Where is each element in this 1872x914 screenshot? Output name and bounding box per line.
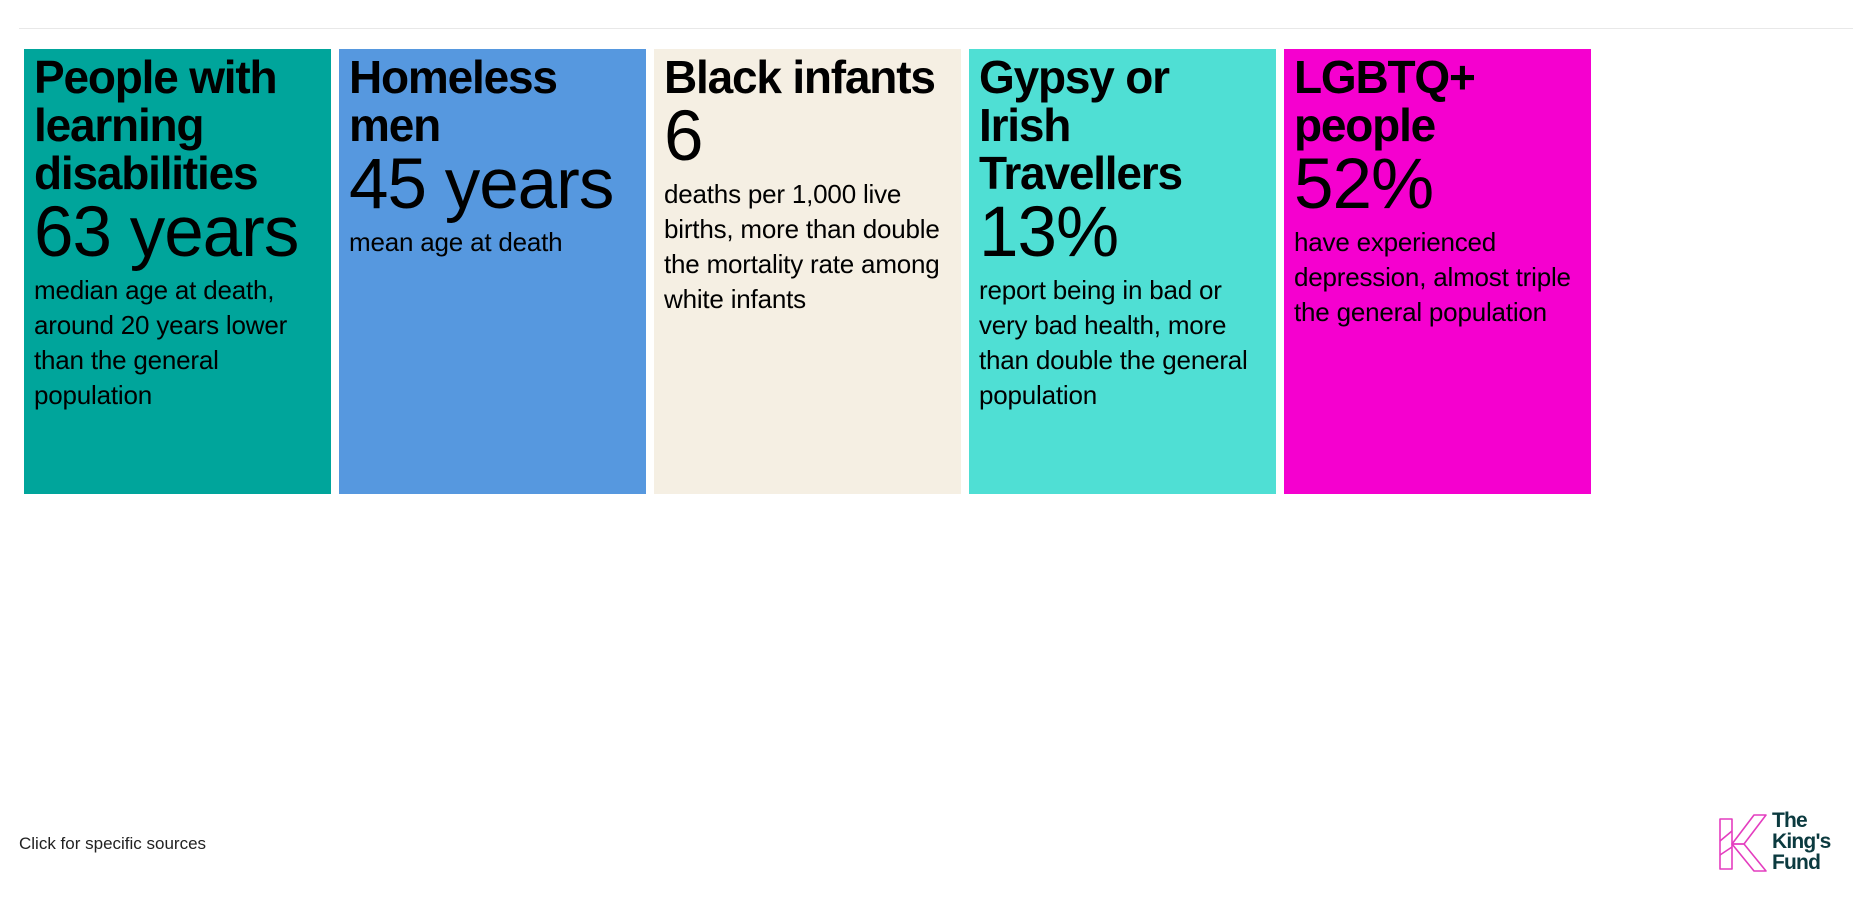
card-stat: 6 — [664, 97, 704, 176]
card-title: Black infants — [664, 51, 936, 103]
card-description: median age at death, around 20 years low… — [34, 275, 288, 410]
logo-wordmark: The King's Fund — [1772, 810, 1831, 873]
top-divider — [19, 28, 1853, 29]
sources-link[interactable]: Click for specific sources — [19, 834, 207, 853]
card-title: Gypsy or Irish Travellers — [979, 51, 1183, 199]
card-title: LGBTQ+ people — [1294, 51, 1476, 151]
logo-line-1: The — [1772, 809, 1808, 832]
card-stat: 13% — [979, 193, 1119, 272]
kings-fund-logo: The King's Fund — [1718, 810, 1831, 873]
card-description: deaths per 1,000 live births, more than … — [664, 179, 940, 314]
card-stat: 45 years — [349, 145, 614, 224]
card-black-infants: Black infants 6 deaths per 1,000 live bi… — [654, 49, 961, 494]
card-gypsy-irish-travellers: Gypsy or Irish Travellers 13% report bei… — [969, 49, 1276, 494]
card-stat: 63 years — [34, 193, 299, 272]
card-title: Homeless men — [349, 51, 558, 151]
card-title: People with learning disabilities — [34, 51, 278, 199]
kings-fund-k-icon — [1719, 813, 1767, 872]
card-homeless-men: Homeless men 45 years mean age at death — [339, 49, 646, 494]
card-learning-disabilities: People with learning disabilities 63 yea… — [24, 49, 331, 494]
logo-line-3: Fund — [1772, 851, 1821, 874]
card-description: have experienced depression, almost trip… — [1294, 227, 1571, 327]
card-stat: 52% — [1294, 145, 1434, 224]
logo-line-2: King's — [1772, 830, 1831, 853]
card-description: mean age at death — [349, 227, 563, 257]
card-lgbtq-people: LGBTQ+ people 52% have experienced depre… — [1284, 49, 1591, 494]
card-description: report being in bad or very bad health, … — [979, 275, 1248, 410]
stat-cards: People with learning disabilities 63 yea… — [24, 49, 1591, 494]
